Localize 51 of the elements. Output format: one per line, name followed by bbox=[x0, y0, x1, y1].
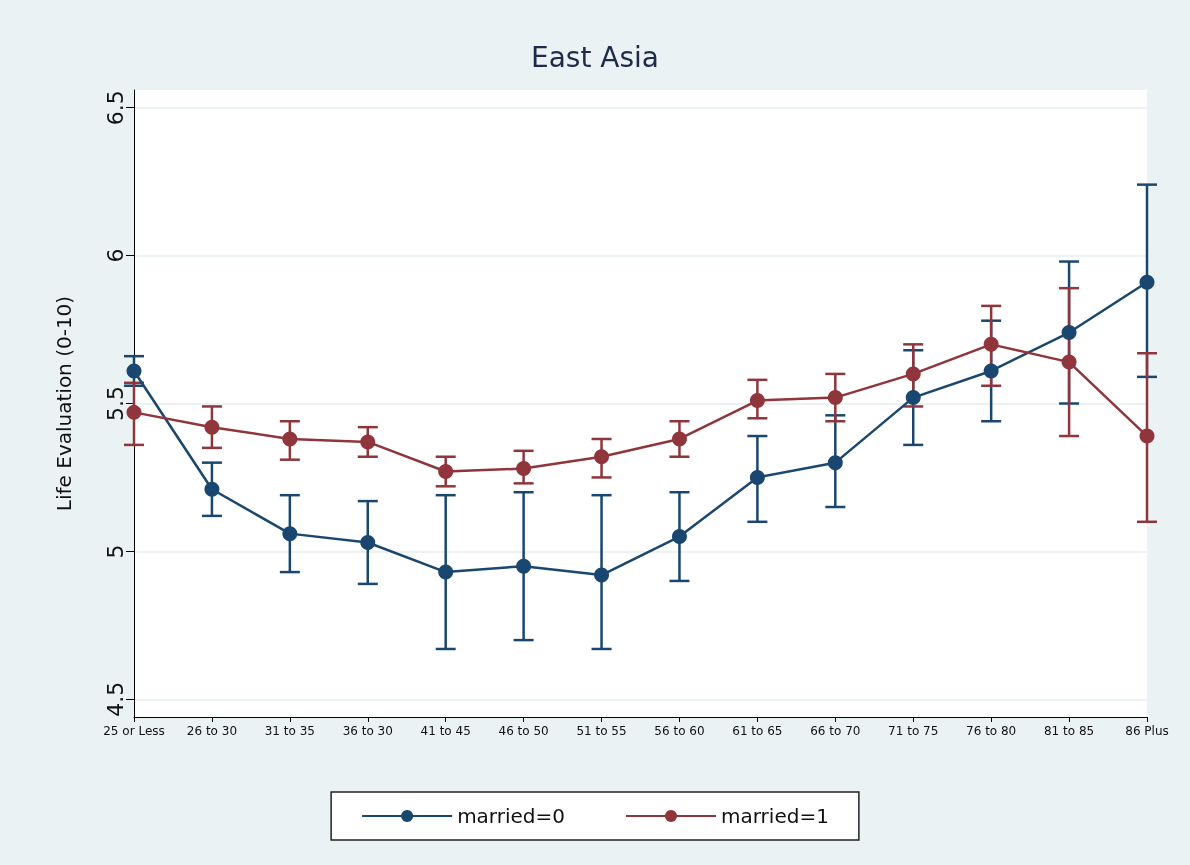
point bbox=[905, 390, 921, 406]
legend-label: married=1 bbox=[721, 804, 829, 828]
point bbox=[126, 404, 142, 420]
x-tick-label: 46 to 50 bbox=[498, 724, 549, 738]
x-tick-label: 71 to 75 bbox=[888, 724, 939, 738]
point bbox=[827, 455, 843, 471]
point bbox=[671, 431, 687, 447]
point bbox=[126, 363, 142, 379]
x-tick-label: 56 to 60 bbox=[654, 724, 705, 738]
point bbox=[282, 526, 298, 542]
y-tick-label: 6.5 bbox=[102, 90, 128, 126]
x-tick-label: 31 to 35 bbox=[264, 724, 315, 738]
y-tick-label: 4.5 bbox=[102, 681, 128, 717]
x-tick-label: 76 to 80 bbox=[966, 724, 1017, 738]
point bbox=[516, 558, 532, 574]
point bbox=[983, 336, 999, 352]
point bbox=[1061, 354, 1077, 370]
point bbox=[749, 469, 765, 485]
y-axis-title: Life Evaluation (0-10) bbox=[52, 295, 76, 512]
x-tick-label: 36 to 30 bbox=[342, 724, 393, 738]
point bbox=[282, 431, 298, 447]
x-tick-label: 66 to 70 bbox=[810, 724, 861, 738]
y-tick-label: 5.5 bbox=[102, 386, 128, 421]
x-tick-label: 41 to 45 bbox=[420, 724, 471, 738]
y-tick-label: 6 bbox=[102, 248, 128, 263]
point bbox=[594, 449, 610, 465]
x-tick-label: 86 Plus bbox=[1125, 724, 1169, 738]
point bbox=[671, 529, 687, 545]
point bbox=[749, 393, 765, 409]
y-tick-label: 5 bbox=[102, 544, 128, 559]
point bbox=[1061, 325, 1077, 341]
point bbox=[360, 434, 376, 450]
point bbox=[1139, 428, 1155, 444]
x-tick-label: 81 to 85 bbox=[1043, 724, 1095, 738]
point bbox=[204, 419, 220, 435]
point bbox=[204, 481, 220, 497]
point bbox=[516, 461, 532, 477]
point bbox=[360, 535, 376, 550]
point bbox=[594, 567, 610, 583]
point bbox=[438, 564, 454, 580]
point bbox=[438, 464, 454, 480]
x-tick-label: 26 to 30 bbox=[186, 724, 238, 738]
legend-label: married=0 bbox=[457, 804, 565, 828]
x-tick-label: 51 to 55 bbox=[576, 724, 627, 738]
point bbox=[1139, 274, 1155, 290]
x-tick-label: 61 to 65 bbox=[732, 724, 783, 738]
point bbox=[905, 366, 921, 382]
chart-title: East Asia bbox=[531, 40, 659, 74]
x-tick-label: 25 or Less bbox=[103, 724, 165, 738]
point bbox=[983, 363, 999, 379]
point bbox=[827, 390, 843, 406]
